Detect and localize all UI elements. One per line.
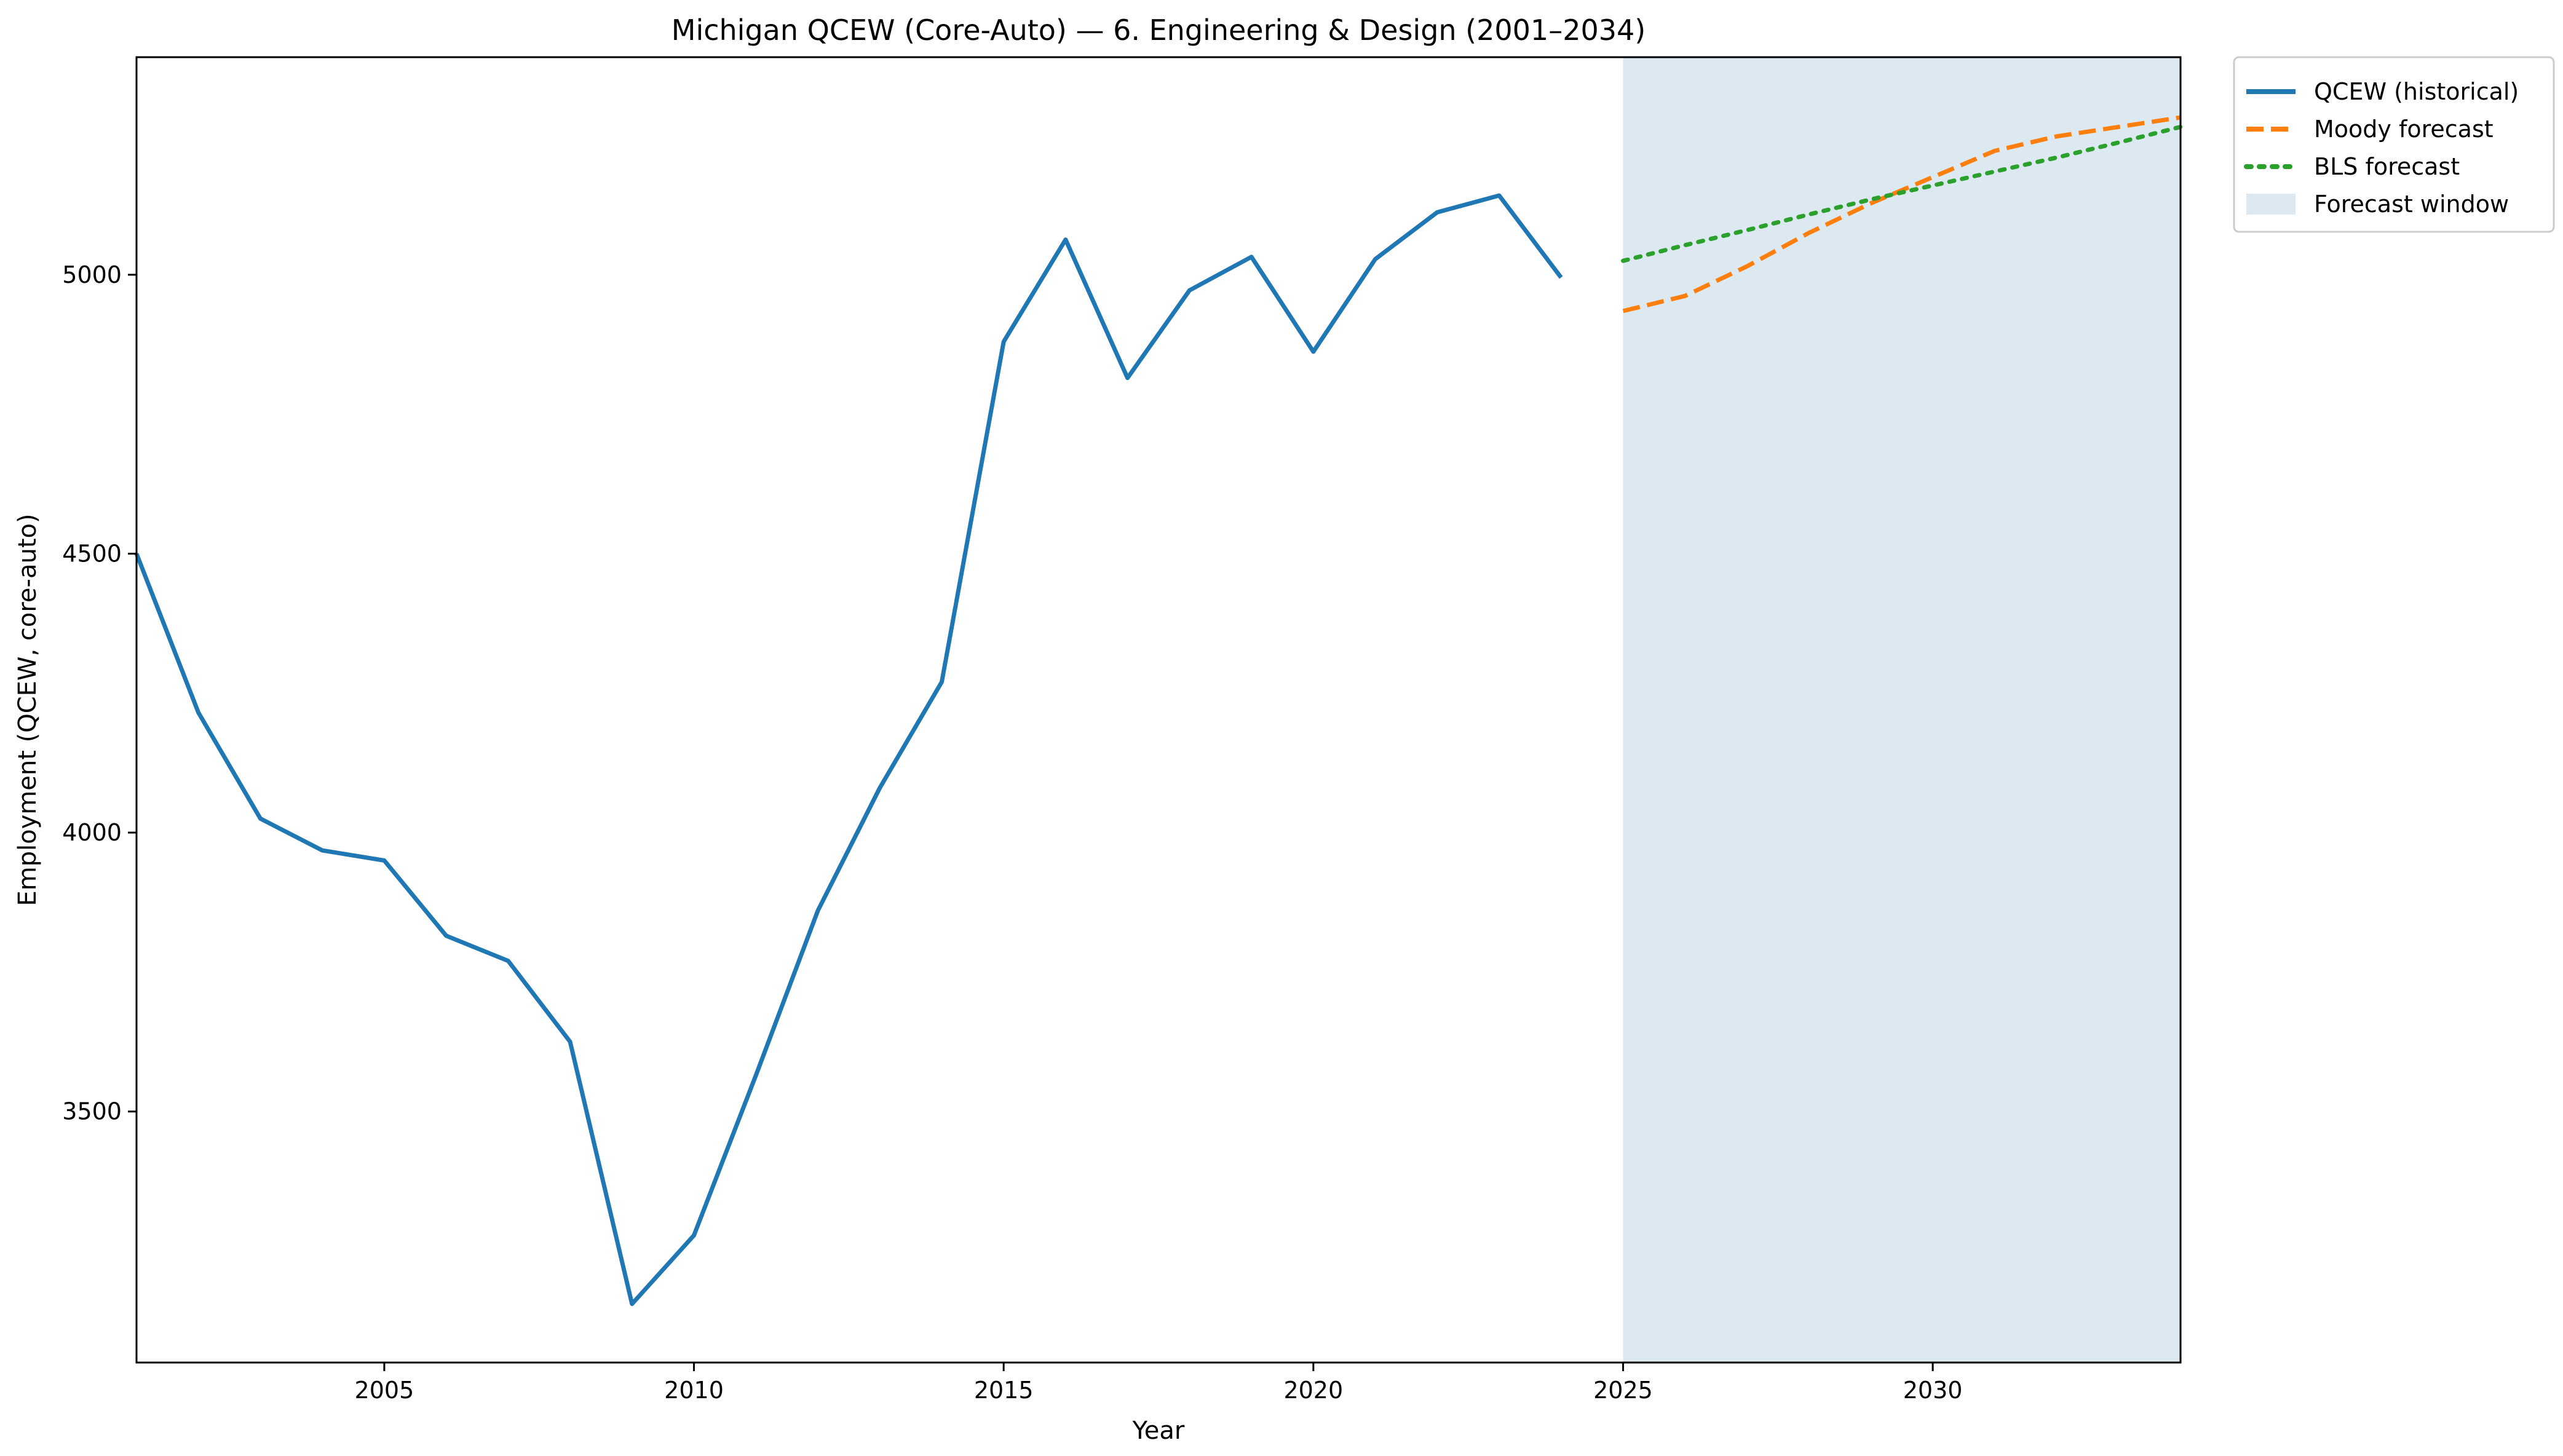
y-tick-label: 5000 — [62, 261, 122, 288]
y-axis-ticks: 3500 4000 4500 5000 — [62, 261, 137, 1125]
legend: QCEW (historical) Moody forecast BLS for… — [2233, 56, 2555, 233]
y-tick-label: 4500 — [62, 540, 122, 567]
x-axis-ticks: 2005 2010 2015 2020 2025 2030 — [355, 1363, 1963, 1404]
x-tick-label: 2015 — [974, 1377, 1034, 1404]
forecast-window-layer — [1623, 57, 2181, 1363]
y-tick-label: 4000 — [62, 819, 122, 846]
x-tick-label: 2005 — [355, 1377, 414, 1404]
legend-label-moody-forecast: Moody forecast — [2314, 116, 2494, 143]
y-axis-title: Employment (QCEW, core-auto) — [14, 513, 42, 906]
legend-frame — [2233, 56, 2555, 233]
legend-label-qcew-historical: QCEW (historical) — [2314, 78, 2519, 105]
legend-swatch-forecast-window — [2246, 194, 2296, 215]
y-tick-label: 3500 — [62, 1098, 122, 1125]
legend-label-bls-forecast: BLS forecast — [2314, 153, 2460, 180]
x-tick-label: 2030 — [1903, 1377, 1963, 1404]
x-tick-label: 2010 — [664, 1377, 724, 1404]
plot-area-frame — [135, 56, 2182, 1364]
x-tick-label: 2020 — [1283, 1377, 1343, 1404]
series-layer — [134, 115, 2183, 1307]
series-line-bls-forecast — [1621, 124, 2183, 263]
x-tick-label: 2025 — [1593, 1377, 1653, 1404]
series-line-moody-forecast — [1622, 115, 2181, 314]
legend-label-forecast-window: Forecast window — [2314, 191, 2509, 218]
series-line-qcew-historical — [134, 193, 1563, 1307]
forecast-window-region — [1623, 57, 2181, 1363]
chart-title: Michigan QCEW (Core-Auto) — 6. Engineeri… — [671, 14, 1646, 47]
x-axis-title: Year — [1132, 1417, 1185, 1445]
